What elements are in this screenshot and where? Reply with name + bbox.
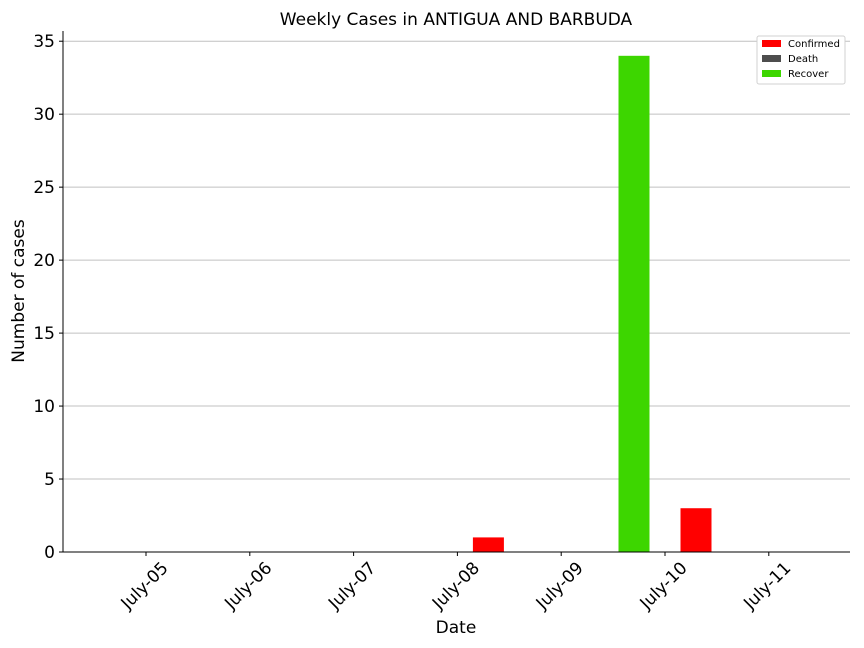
gridlines bbox=[63, 40, 850, 480]
legend-label-confirmed: Confirmed bbox=[788, 39, 840, 50]
legend-label-death: Death bbox=[788, 54, 818, 65]
x-tick-label: July-11 bbox=[739, 558, 795, 614]
legend-swatch-confirmed bbox=[762, 40, 781, 47]
bar-confirmed-july-10 bbox=[680, 508, 712, 552]
x-tick-label: July-08 bbox=[428, 558, 484, 614]
y-tick-label: 20 bbox=[33, 251, 55, 271]
y-tick-label: 25 bbox=[33, 178, 55, 198]
x-tick-label: July-07 bbox=[324, 558, 380, 614]
bar-confirmed-july-08 bbox=[472, 537, 504, 552]
y-tick-label: 10 bbox=[33, 397, 55, 417]
y-tick-label: 5 bbox=[44, 470, 55, 490]
legend-label-recover: Recover bbox=[788, 69, 829, 80]
x-ticks: July-05 July-06 July-07 July-08 July-09 July-… bbox=[117, 552, 795, 614]
y-tick-label: 35 bbox=[33, 32, 55, 52]
bar-recover-july-10 bbox=[618, 55, 650, 553]
chart-title: Weekly Cases in ANTIGUA AND BARBUDA bbox=[280, 10, 633, 30]
legend: Confirmed Death Recover bbox=[756, 35, 846, 85]
legend-swatch-death bbox=[762, 55, 781, 62]
legend-swatch-recover bbox=[762, 70, 781, 77]
y-tick-label: 0 bbox=[44, 543, 55, 563]
y-axis-label: Number of cases bbox=[9, 219, 29, 363]
x-tick-label: July-10 bbox=[636, 558, 692, 614]
y-tick-label: 15 bbox=[33, 324, 55, 344]
x-axis-label: Date bbox=[436, 618, 477, 638]
y-ticks: 0 5 10 15 20 25 30 35 bbox=[33, 32, 63, 563]
x-tick-label: July-06 bbox=[220, 558, 276, 614]
x-tick-label: July-09 bbox=[532, 558, 588, 614]
bars bbox=[472, 55, 712, 553]
x-tick-label: July-05 bbox=[117, 558, 173, 614]
y-tick-label: 30 bbox=[33, 105, 55, 125]
